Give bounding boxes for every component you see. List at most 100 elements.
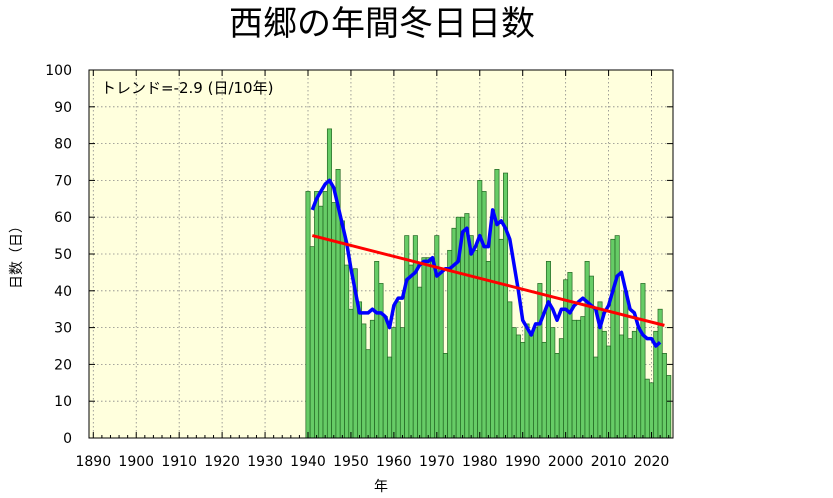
bar — [412, 235, 418, 439]
bar — [447, 249, 453, 439]
y-tick-label: 0 — [63, 431, 72, 447]
bar — [623, 290, 629, 439]
bar — [498, 238, 504, 439]
bar — [395, 301, 401, 439]
bar — [404, 235, 410, 439]
bar — [382, 316, 388, 439]
x-tick-label: 1900 — [118, 454, 154, 470]
y-tick-label: 70 — [54, 173, 72, 189]
y-tick-label: 10 — [54, 394, 72, 410]
bar — [661, 353, 667, 439]
bar — [331, 202, 337, 439]
bar — [399, 327, 405, 439]
bar — [593, 356, 599, 439]
x-tick-label: 1960 — [376, 454, 412, 470]
x-tick-label: 1940 — [290, 454, 326, 470]
bar — [477, 180, 483, 439]
bar — [636, 327, 642, 439]
bar — [425, 257, 431, 439]
bar — [503, 172, 509, 439]
bar — [584, 261, 590, 439]
x-ticks: 1890 1900 1910 1920 1930 1940 1950 1960 1970 1980… — [75, 70, 669, 470]
bar — [576, 319, 582, 439]
bar — [666, 375, 672, 439]
bar — [387, 356, 393, 439]
bar — [309, 246, 315, 439]
y-tick-label: 100 — [45, 63, 72, 79]
bar — [348, 308, 354, 439]
chart-title: 西郷の年間冬日日数 — [229, 4, 535, 44]
bar — [378, 283, 384, 439]
bar — [408, 264, 414, 439]
x-tick-label: 1930 — [247, 454, 283, 470]
x-tick-label: 2000 — [548, 454, 584, 470]
y-axis-label: 日数（日） — [9, 219, 25, 289]
y-tick-label: 50 — [54, 247, 72, 263]
bar — [361, 323, 367, 439]
x-tick-label: 1970 — [419, 454, 455, 470]
bar — [528, 334, 534, 439]
bar — [417, 286, 423, 439]
bar — [571, 319, 577, 439]
bar — [442, 353, 448, 439]
y-tick-label: 20 — [54, 357, 72, 373]
bar — [567, 272, 573, 439]
bar — [601, 330, 607, 439]
bar — [314, 191, 320, 439]
x-tick-label: 2010 — [591, 454, 627, 470]
bar — [468, 235, 474, 439]
bar — [631, 330, 637, 439]
bar — [580, 316, 586, 439]
x-tick-label: 1980 — [462, 454, 498, 470]
bar — [494, 169, 500, 439]
trend-annotation: トレンド=-2.9 (日/10年) — [101, 79, 273, 97]
x-tick-label: 1990 — [505, 454, 541, 470]
bar — [618, 334, 624, 439]
bar — [550, 327, 556, 439]
bar — [507, 301, 513, 439]
bar — [588, 275, 594, 439]
bar — [430, 261, 436, 439]
bar — [644, 378, 650, 439]
x-axis-label: 年 — [374, 479, 388, 495]
bar — [614, 235, 620, 439]
bar — [554, 353, 560, 439]
bar — [421, 257, 427, 439]
y-tick-label: 60 — [54, 210, 72, 226]
bar — [657, 308, 663, 439]
y-tick-label: 30 — [54, 321, 72, 337]
bar — [610, 238, 616, 439]
y-tick-label: 40 — [54, 284, 72, 300]
bar — [485, 261, 491, 439]
x-tick-label: 1920 — [204, 454, 240, 470]
bar — [357, 301, 363, 439]
bar — [558, 338, 564, 439]
bars — [305, 128, 672, 439]
bar — [606, 345, 612, 439]
bar — [369, 319, 375, 439]
moving-average-line — [310, 178, 662, 348]
bar — [520, 341, 526, 439]
bar — [374, 261, 380, 439]
bar — [515, 334, 521, 439]
bar — [339, 220, 345, 439]
bar — [541, 341, 547, 439]
x-tick-label: 1950 — [333, 454, 369, 470]
y-ticks: 0 10 20 30 40 50 60 70 80 90 100 — [45, 63, 673, 447]
bar — [490, 216, 496, 439]
bar — [365, 349, 371, 439]
bar — [481, 191, 487, 439]
bar — [524, 323, 530, 439]
bar — [533, 327, 539, 439]
bar — [344, 264, 350, 439]
bar — [318, 205, 324, 439]
bar — [537, 283, 543, 439]
bar — [563, 279, 569, 439]
bar — [305, 191, 311, 439]
bar — [545, 261, 551, 439]
bar — [326, 128, 332, 439]
x-tick-label: 1910 — [161, 454, 197, 470]
bar — [438, 268, 444, 439]
bar — [322, 191, 328, 439]
